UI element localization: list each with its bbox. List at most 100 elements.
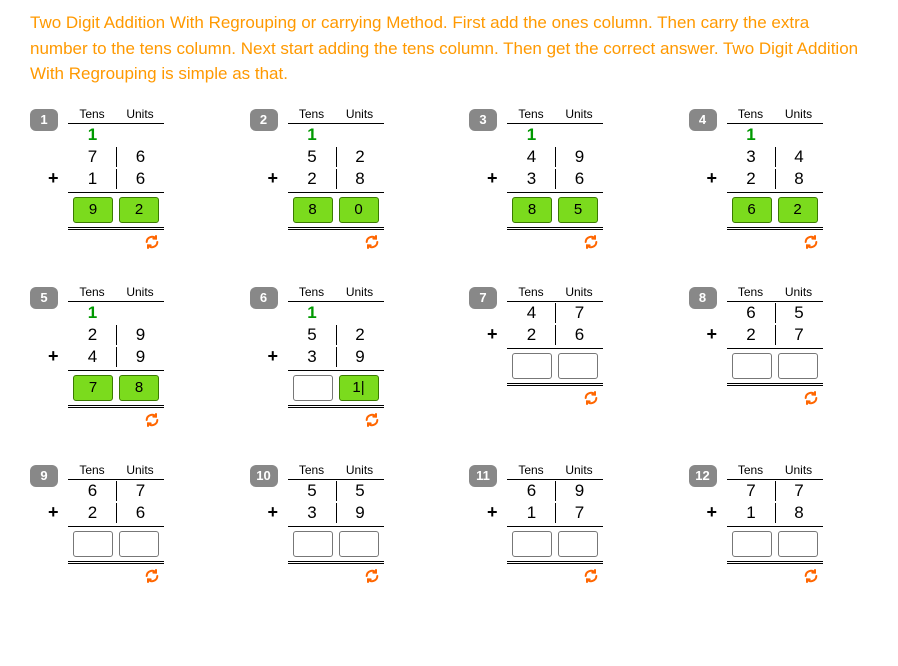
problem: 9 Tens Units 6 7 + 2 6 xyxy=(30,463,210,589)
math-box: Tens Units 7 7 + 1 8 xyxy=(727,463,823,589)
answer-tens-input[interactable] xyxy=(293,375,333,401)
addend-b-tens: 2 xyxy=(68,503,116,523)
header-units: Units xyxy=(116,107,164,123)
reload-icon[interactable] xyxy=(364,568,380,589)
header-tens: Tens xyxy=(68,107,116,123)
addend-a-units: 2 xyxy=(336,147,384,167)
reload-icon[interactable] xyxy=(583,234,599,255)
problem: 5 Tens Units 1 2 9 + 4 9 xyxy=(30,285,210,433)
math-box: Tens Units 4 7 + 2 6 xyxy=(507,285,603,411)
answer-tens-input[interactable] xyxy=(293,531,333,557)
plus-symbol: + xyxy=(487,324,498,345)
addend-b-tens: 3 xyxy=(507,169,555,189)
addend-a-tens: 7 xyxy=(68,147,116,167)
answer-tens-input[interactable] xyxy=(73,197,113,223)
addend-a-units: 4 xyxy=(775,147,823,167)
problem-number-badge: 1 xyxy=(30,109,58,131)
header-tens: Tens xyxy=(507,285,555,301)
reload-icon[interactable] xyxy=(364,234,380,255)
answer-units-input[interactable] xyxy=(119,375,159,401)
math-box: Tens Units 1 2 9 + 4 9 xyxy=(68,285,164,433)
answer-units-input[interactable] xyxy=(339,531,379,557)
header-units: Units xyxy=(555,285,603,301)
addend-a-units: 2 xyxy=(336,325,384,345)
problem-number-badge: 9 xyxy=(30,465,58,487)
addend-b-tens: 1 xyxy=(507,503,555,523)
header-units: Units xyxy=(336,463,384,479)
header-units: Units xyxy=(555,463,603,479)
answer-units-input[interactable] xyxy=(778,197,818,223)
addend-b-units: 9 xyxy=(336,503,384,523)
answer-tens-input[interactable] xyxy=(73,531,113,557)
reload-icon[interactable] xyxy=(803,390,819,411)
answer-units-input[interactable] xyxy=(778,531,818,557)
addend-b-units: 9 xyxy=(336,347,384,367)
problem-number-badge: 4 xyxy=(689,109,717,131)
header-units: Units xyxy=(336,107,384,123)
addend-a-units: 5 xyxy=(336,481,384,501)
addend-a-units: 7 xyxy=(775,481,823,501)
math-box: Tens Units 1 4 9 + 3 6 xyxy=(507,107,603,255)
problems-grid: 1 Tens Units 1 7 6 + 1 6 xyxy=(30,107,868,589)
reload-icon[interactable] xyxy=(144,234,160,255)
reload-icon[interactable] xyxy=(144,568,160,589)
math-box: Tens Units 6 9 + 1 7 xyxy=(507,463,603,589)
reload-icon[interactable] xyxy=(583,568,599,589)
header-tens: Tens xyxy=(288,285,336,301)
plus-symbol: + xyxy=(487,502,498,523)
reload-icon[interactable] xyxy=(144,412,160,433)
addend-a-tens: 2 xyxy=(68,325,116,345)
answer-tens-input[interactable] xyxy=(732,531,772,557)
addend-b-tens: 2 xyxy=(507,325,555,345)
problem: 2 Tens Units 1 5 2 + 2 8 xyxy=(250,107,430,255)
addend-b-tens: 3 xyxy=(288,503,336,523)
answer-tens-input[interactable] xyxy=(512,353,552,379)
answer-tens-input[interactable] xyxy=(73,375,113,401)
answer-units-input[interactable] xyxy=(558,353,598,379)
addend-b-units: 6 xyxy=(116,503,164,523)
answer-tens-input[interactable] xyxy=(732,353,772,379)
addend-b-units: 8 xyxy=(336,169,384,189)
reload-icon[interactable] xyxy=(364,412,380,433)
header-units: Units xyxy=(775,285,823,301)
addend-a-tens: 5 xyxy=(288,325,336,345)
math-box: Tens Units 6 7 + 2 6 xyxy=(68,463,164,589)
answer-units-input[interactable] xyxy=(339,197,379,223)
header-tens: Tens xyxy=(68,285,116,301)
problem: 4 Tens Units 1 3 4 + 2 8 xyxy=(689,107,869,255)
plus-symbol: + xyxy=(707,502,718,523)
answer-units-input[interactable] xyxy=(778,353,818,379)
answer-tens-input[interactable] xyxy=(512,531,552,557)
answer-units-input[interactable] xyxy=(339,375,379,401)
answer-tens-input[interactable] xyxy=(732,197,772,223)
answer-tens-input[interactable] xyxy=(293,197,333,223)
problem-number-badge: 2 xyxy=(250,109,278,131)
answer-tens-input[interactable] xyxy=(512,197,552,223)
header-units: Units xyxy=(116,463,164,479)
problem: 7 Tens Units 4 7 + 2 6 xyxy=(469,285,649,433)
math-box: Tens Units 5 5 + 3 9 xyxy=(288,463,384,589)
answer-units-input[interactable] xyxy=(558,197,598,223)
addend-b-tens: 2 xyxy=(288,169,336,189)
answer-units-input[interactable] xyxy=(558,531,598,557)
reload-icon[interactable] xyxy=(803,234,819,255)
addend-b-units: 7 xyxy=(555,503,603,523)
header-tens: Tens xyxy=(288,463,336,479)
reload-icon[interactable] xyxy=(803,568,819,589)
problem-number-badge: 11 xyxy=(469,465,497,487)
addend-b-tens: 2 xyxy=(727,325,775,345)
answer-units-input[interactable] xyxy=(119,197,159,223)
reload-icon[interactable] xyxy=(583,390,599,411)
plus-symbol: + xyxy=(707,168,718,189)
addend-a-units: 9 xyxy=(555,481,603,501)
problem-number-badge: 6 xyxy=(250,287,278,309)
header-units: Units xyxy=(555,107,603,123)
addend-a-tens: 5 xyxy=(288,481,336,501)
addend-b-units: 9 xyxy=(116,347,164,367)
answer-units-input[interactable] xyxy=(119,531,159,557)
header-units: Units xyxy=(775,107,823,123)
addend-a-tens: 5 xyxy=(288,147,336,167)
plus-symbol: + xyxy=(268,346,279,367)
addend-a-tens: 6 xyxy=(727,303,775,323)
header-tens: Tens xyxy=(727,463,775,479)
